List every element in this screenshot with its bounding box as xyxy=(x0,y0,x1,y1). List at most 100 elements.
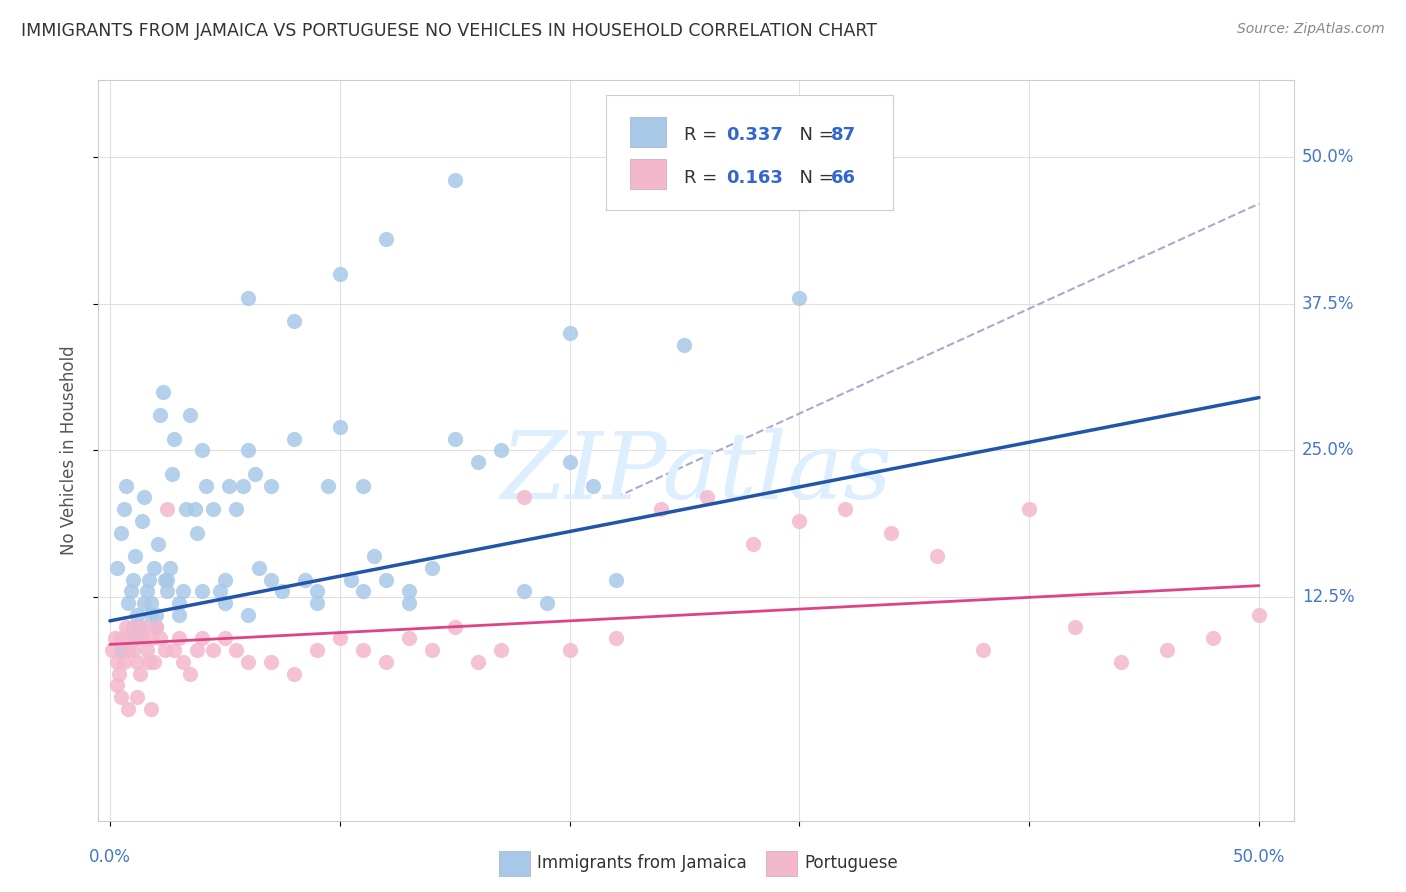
Point xyxy=(443,173,465,187)
Text: 0.163: 0.163 xyxy=(725,169,783,187)
Point xyxy=(260,655,283,669)
Point xyxy=(236,607,259,622)
Point xyxy=(443,432,465,446)
Point xyxy=(225,502,247,516)
Point xyxy=(167,632,190,646)
Point xyxy=(374,232,396,246)
Point xyxy=(673,337,696,351)
Point xyxy=(420,643,443,657)
Point xyxy=(115,620,138,634)
Point xyxy=(1109,655,1132,669)
Point xyxy=(214,573,236,587)
FancyBboxPatch shape xyxy=(630,160,666,189)
Point xyxy=(149,408,172,422)
Point xyxy=(1202,632,1225,646)
Point xyxy=(112,502,135,516)
Point xyxy=(156,502,179,516)
Point xyxy=(145,607,167,622)
Point xyxy=(124,620,146,634)
Point xyxy=(153,643,176,657)
Point xyxy=(789,291,811,305)
Point xyxy=(558,643,581,657)
Point xyxy=(105,678,128,692)
Point xyxy=(834,502,856,516)
Point xyxy=(489,643,512,657)
Text: Portuguese: Portuguese xyxy=(804,855,898,872)
Point xyxy=(152,384,174,399)
Point xyxy=(110,525,132,540)
Point xyxy=(117,596,139,610)
Text: 50.0%: 50.0% xyxy=(1302,148,1354,166)
Point xyxy=(352,643,374,657)
Point xyxy=(247,561,270,575)
Point xyxy=(110,632,132,646)
Point xyxy=(398,632,420,646)
Point xyxy=(236,291,259,305)
Text: 0.0%: 0.0% xyxy=(89,848,131,866)
Point xyxy=(138,655,160,669)
Point xyxy=(880,525,903,540)
Point xyxy=(127,607,149,622)
Point xyxy=(179,666,201,681)
Text: Immigrants from Jamaica: Immigrants from Jamaica xyxy=(537,855,747,872)
Point xyxy=(283,432,305,446)
Text: R =: R = xyxy=(685,169,723,187)
Text: 12.5%: 12.5% xyxy=(1302,589,1354,607)
Point xyxy=(142,655,165,669)
Point xyxy=(202,643,225,657)
Point xyxy=(260,573,283,587)
Point xyxy=(122,620,145,634)
Point xyxy=(174,502,197,516)
Point xyxy=(398,584,420,599)
Point xyxy=(191,632,214,646)
Point xyxy=(742,537,765,551)
Point xyxy=(214,632,236,646)
Point xyxy=(112,655,135,669)
Point xyxy=(512,584,534,599)
Y-axis label: No Vehicles in Household: No Vehicles in Household xyxy=(59,345,77,556)
Point xyxy=(131,632,153,646)
Point xyxy=(128,666,150,681)
Text: 0.337: 0.337 xyxy=(725,126,783,145)
Point xyxy=(115,479,138,493)
FancyBboxPatch shape xyxy=(606,95,893,210)
Point xyxy=(1247,607,1270,622)
Point xyxy=(134,620,156,634)
Point xyxy=(186,643,208,657)
Point xyxy=(329,632,352,646)
Point xyxy=(153,573,176,587)
Point xyxy=(352,584,374,599)
Point xyxy=(536,596,558,610)
Text: 50.0%: 50.0% xyxy=(1233,848,1285,866)
Text: IMMIGRANTS FROM JAMAICA VS PORTUGUESE NO VEHICLES IN HOUSEHOLD CORRELATION CHART: IMMIGRANTS FROM JAMAICA VS PORTUGUESE NO… xyxy=(21,22,877,40)
Point xyxy=(134,491,156,505)
Point xyxy=(110,690,132,705)
Point xyxy=(134,596,156,610)
Point xyxy=(605,573,627,587)
Point xyxy=(927,549,949,564)
Point xyxy=(260,479,283,493)
Point xyxy=(103,632,125,646)
Point xyxy=(105,561,128,575)
Point xyxy=(202,502,225,516)
Point xyxy=(110,643,132,657)
Point xyxy=(172,655,194,669)
Point xyxy=(1064,620,1087,634)
Point xyxy=(184,502,207,516)
Text: 37.5%: 37.5% xyxy=(1302,294,1354,312)
Point xyxy=(305,596,328,610)
Text: Source: ZipAtlas.com: Source: ZipAtlas.com xyxy=(1237,22,1385,37)
Point xyxy=(122,643,145,657)
Point xyxy=(160,467,183,481)
Point xyxy=(179,408,201,422)
Point xyxy=(232,479,254,493)
Point xyxy=(218,479,240,493)
Point xyxy=(117,643,139,657)
Point xyxy=(696,491,718,505)
Text: N =: N = xyxy=(787,126,839,145)
Point xyxy=(141,607,163,622)
Point xyxy=(135,643,157,657)
Point xyxy=(209,584,232,599)
Point xyxy=(138,573,160,587)
Text: 66: 66 xyxy=(831,169,856,187)
